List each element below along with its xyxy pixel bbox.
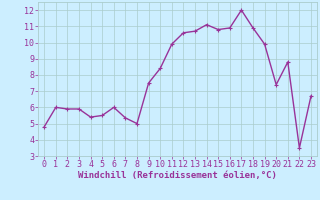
X-axis label: Windchill (Refroidissement éolien,°C): Windchill (Refroidissement éolien,°C) bbox=[78, 171, 277, 180]
